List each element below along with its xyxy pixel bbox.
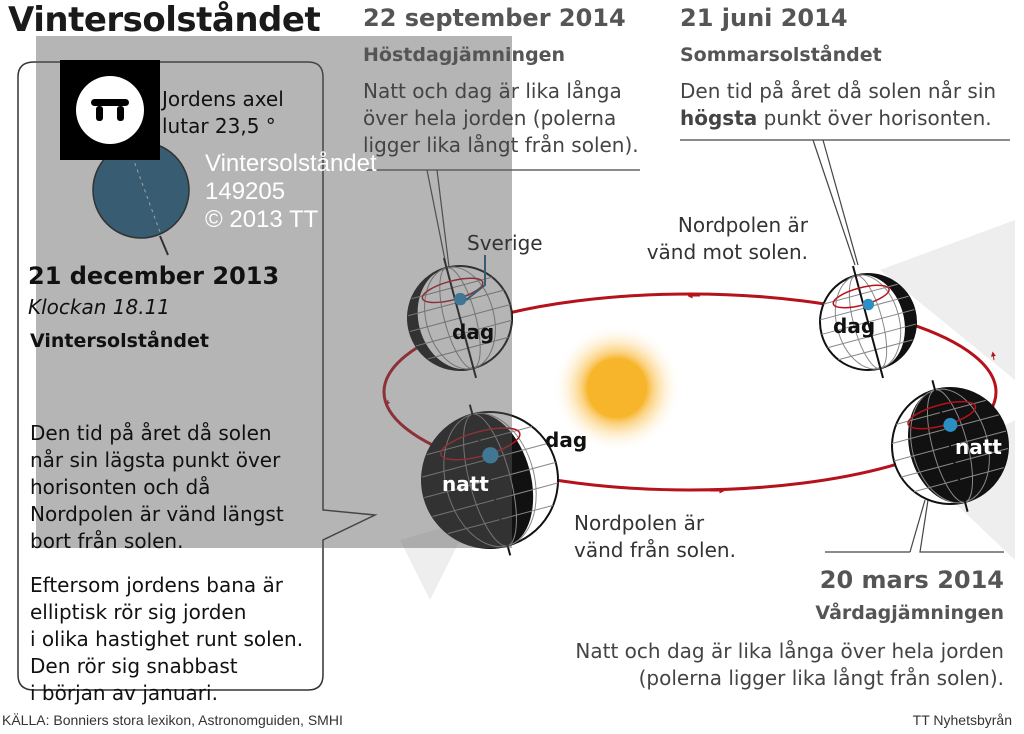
march-body: Natt och dag är lika långa över hela jor… bbox=[575, 639, 1004, 690]
december-time: Klockan 18.11 bbox=[28, 295, 171, 319]
label-dag-june: dag bbox=[833, 314, 876, 338]
away-sun-label: Nordpolen är vänd från solen. bbox=[574, 511, 736, 562]
june-body: Den tid på året då solen når sin högsta p… bbox=[680, 79, 997, 130]
source-credit: KÄLLA: Bonniers stora lexikon, Astronomg… bbox=[2, 712, 343, 728]
main-title: Vintersolståndet bbox=[8, 0, 321, 40]
june-subtitle: Sommarsolståndet bbox=[680, 44, 882, 66]
agency-credit: TT Nyhetsbyrån bbox=[912, 712, 1012, 728]
toward-sun-label: Nordpolen är vänd mot solen. bbox=[646, 213, 808, 264]
december-subtitle: Vintersolståndet bbox=[30, 330, 209, 352]
december-body-2: Eftersom jordens bana är elliptisk rör si… bbox=[30, 573, 304, 705]
globe-december bbox=[421, 404, 559, 556]
callout-box bbox=[17, 61, 378, 691]
axis-tilt-text: Jordens axel lutar 23,5 ° bbox=[162, 87, 284, 138]
december-date: 21 december 2013 bbox=[28, 262, 280, 290]
globe-march bbox=[891, 380, 1009, 512]
september-body: Natt och dag är lika långa över hela jord… bbox=[363, 79, 639, 157]
sweden-marker bbox=[454, 292, 467, 306]
label-natt-march: natt bbox=[955, 435, 1002, 459]
globe-september bbox=[407, 257, 513, 379]
september-date: 22 september 2014 bbox=[363, 4, 626, 32]
december-body: Den tid på året då solen når sin lägsta p… bbox=[30, 421, 284, 553]
watermark-text: Vintersolståndet 149205 © 2013 TT bbox=[205, 150, 377, 233]
sverige-label: Sverige bbox=[467, 231, 543, 255]
march-subtitle: Vårdagjämningen bbox=[815, 602, 1004, 624]
globe-june bbox=[819, 265, 917, 379]
sweden-marker bbox=[943, 417, 958, 432]
sweden-marker bbox=[862, 298, 875, 311]
june-date: 21 juni 2014 bbox=[680, 4, 848, 32]
sweden-marker bbox=[482, 447, 499, 464]
label-natt-december: natt bbox=[442, 472, 489, 496]
march-date: 20 mars 2014 bbox=[819, 566, 1004, 594]
label-dag-september: dag bbox=[452, 320, 495, 344]
september-subtitle: Höstdagjämningen bbox=[363, 44, 566, 66]
tt-logo bbox=[60, 60, 160, 160]
leader-lines bbox=[363, 139, 1010, 553]
label-dag-december: dag bbox=[545, 428, 588, 452]
